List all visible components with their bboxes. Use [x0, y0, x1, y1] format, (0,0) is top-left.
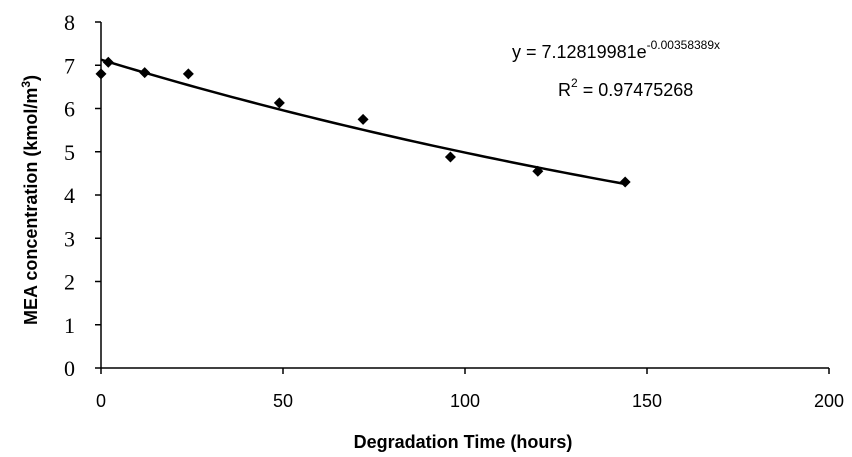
y-axis-title-tail: ) [21, 75, 41, 81]
data-point [444, 151, 456, 163]
y-tick-label: 1 [64, 313, 75, 338]
axes [100, 22, 829, 369]
data-point [139, 67, 151, 79]
x-tick-label: 200 [814, 391, 844, 411]
r-squared-prefix: R [558, 80, 571, 100]
y-tick-label: 0 [64, 356, 75, 381]
y-tick-label: 2 [64, 270, 75, 295]
x-tick-label: 0 [96, 391, 106, 411]
data-points [95, 56, 631, 188]
data-point [95, 68, 107, 80]
y-tick-label: 4 [64, 183, 75, 208]
data-point [532, 165, 544, 177]
equation-prefix: y = 7.12819981e [512, 42, 647, 62]
y-axis-title-main: MEA concentration (kmol/m [21, 88, 41, 325]
data-point [102, 56, 114, 68]
y-axis-title: MEA concentration (kmol/m3) [19, 75, 41, 325]
y-tick-label: 6 [64, 97, 75, 122]
y-tick-label: 8 [64, 10, 75, 35]
y-tick-label: 7 [64, 53, 75, 78]
r-squared-value: = 0.97475268 [578, 80, 694, 100]
data-point [273, 97, 285, 109]
x-tick-label: 150 [632, 391, 662, 411]
r-squared-sup: 2 [571, 76, 578, 90]
y-tick-label: 5 [64, 140, 75, 165]
data-point [182, 68, 194, 80]
data-point [357, 113, 369, 125]
y-axis-title-sup: 3 [19, 81, 33, 88]
x-axis-title: Degradation Time (hours) [354, 432, 573, 452]
x-tick-label: 50 [273, 391, 293, 411]
x-ticks: 0 50 100 150 200 [96, 368, 844, 411]
r-squared-label: R2 = 0.97475268 [558, 76, 693, 100]
data-point [619, 176, 631, 188]
equation-label: y = 7.12819981e-0.00358389x [512, 38, 720, 62]
y-ticks: 0 1 2 3 4 5 6 7 8 [64, 10, 101, 381]
y-tick-label: 3 [64, 226, 75, 251]
equation-exponent: -0.00358389x [647, 38, 720, 52]
x-tick-label: 100 [450, 391, 480, 411]
